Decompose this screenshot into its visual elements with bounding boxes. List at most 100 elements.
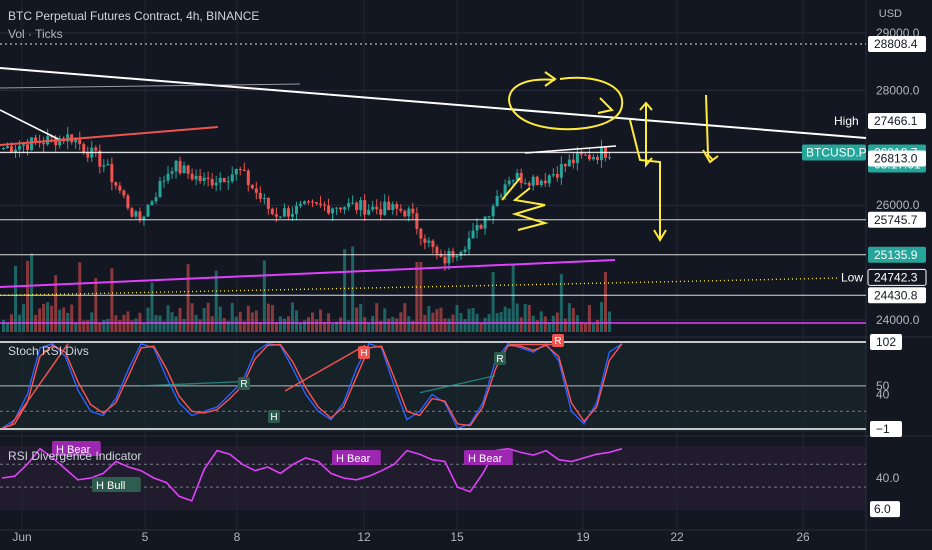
volume-bar xyxy=(38,308,42,332)
trendline-thin xyxy=(0,83,301,89)
candle-body xyxy=(290,213,294,217)
price-tag-box xyxy=(802,144,866,161)
drawing-stroke xyxy=(501,177,521,201)
price-label-box xyxy=(867,268,927,286)
candle-body xyxy=(555,173,559,178)
higher-high-line xyxy=(524,145,617,154)
candle-body xyxy=(10,146,14,153)
volume-bar xyxy=(98,323,102,332)
volume-bar xyxy=(238,311,242,332)
stoch-series-line xyxy=(1,343,623,429)
volume-bar xyxy=(218,306,222,332)
volume-bar xyxy=(150,282,154,332)
price-tag: High xyxy=(834,114,859,128)
volume-bar xyxy=(567,303,571,332)
candle-body xyxy=(515,172,519,180)
volume-bar xyxy=(246,305,250,332)
candle-body xyxy=(339,207,343,210)
candle-body xyxy=(483,216,487,229)
volume-bar xyxy=(439,307,443,332)
rsi-marker: H Bear xyxy=(468,453,503,465)
candle-body xyxy=(134,211,138,217)
candle-body xyxy=(423,238,427,243)
volume-bar xyxy=(254,310,258,332)
candle-body xyxy=(527,182,531,186)
rsi-marker-box xyxy=(52,441,101,456)
volume-bar xyxy=(399,312,403,332)
candle-body xyxy=(82,144,86,153)
stoch-marker: H xyxy=(270,412,277,423)
volume-bar xyxy=(359,303,363,332)
rsi-axis-box xyxy=(870,501,900,518)
candle-body xyxy=(399,208,403,211)
volume-bar xyxy=(471,307,475,332)
rsi-marker-box xyxy=(92,477,141,492)
price-label: 26813.0 xyxy=(874,152,918,166)
volume-bar xyxy=(266,303,270,332)
candle-body xyxy=(467,238,471,250)
candle-body xyxy=(323,204,327,206)
candle-body xyxy=(74,139,78,143)
candle-body xyxy=(599,147,603,161)
candle-body xyxy=(435,246,439,254)
time-axis-label: 12 xyxy=(357,530,371,544)
candle-body xyxy=(270,208,274,215)
candle-body xyxy=(98,150,102,167)
volume-bar xyxy=(202,308,206,332)
volume-bar xyxy=(290,302,294,332)
volume-bar xyxy=(286,316,290,332)
candle-body xyxy=(58,138,62,146)
price-label-box xyxy=(868,113,926,130)
volume-bar xyxy=(479,322,483,332)
volume-bar xyxy=(106,318,110,332)
volume-bar xyxy=(134,318,138,332)
volume-bar xyxy=(563,318,567,332)
stoch-axis-box xyxy=(870,421,902,437)
candle-body xyxy=(335,207,339,209)
volume-bar xyxy=(519,317,523,332)
volume-bar xyxy=(499,311,503,332)
candle-body xyxy=(226,181,230,183)
candle-body xyxy=(487,216,491,218)
candle-body xyxy=(262,197,266,199)
volume-bar xyxy=(226,321,230,332)
price-tag-box xyxy=(837,269,866,286)
stoch-marker: R xyxy=(554,336,561,347)
price-label-box xyxy=(868,246,926,263)
volume-bar xyxy=(46,302,50,332)
candle-body xyxy=(274,214,278,217)
volume-bar xyxy=(335,321,339,332)
candle-body xyxy=(347,203,351,208)
candle-body xyxy=(531,176,535,186)
rsi-series-line xyxy=(1,447,623,502)
volume-bar xyxy=(162,321,166,332)
volume-bar xyxy=(491,272,495,332)
volume-bar xyxy=(319,309,323,332)
candle-body xyxy=(415,213,419,229)
volume-bar xyxy=(130,320,134,332)
price-label: 27466.1 xyxy=(874,114,918,128)
volume-bar xyxy=(355,307,359,332)
candle-body xyxy=(491,206,495,217)
stoch-axis-tick: 102 xyxy=(876,335,896,349)
volume-bar xyxy=(375,303,379,332)
volume-bar xyxy=(411,320,415,332)
candle-body xyxy=(78,139,82,145)
volume-bar xyxy=(234,316,238,332)
candle-body xyxy=(319,203,323,205)
candle-body xyxy=(523,182,527,184)
candle-body xyxy=(42,142,46,145)
candle-body xyxy=(583,154,587,156)
volume-bar xyxy=(395,318,399,332)
volume-bar xyxy=(331,323,335,332)
drawing-down-arrow xyxy=(629,119,667,242)
volume-bar xyxy=(190,303,194,332)
magenta-support-line xyxy=(0,259,616,288)
candle-body xyxy=(2,147,6,149)
volume-bar xyxy=(307,317,311,332)
candle-body xyxy=(427,240,431,243)
candle-body xyxy=(463,249,467,252)
drawing-zigzag xyxy=(511,187,549,231)
candle-body xyxy=(391,204,395,210)
